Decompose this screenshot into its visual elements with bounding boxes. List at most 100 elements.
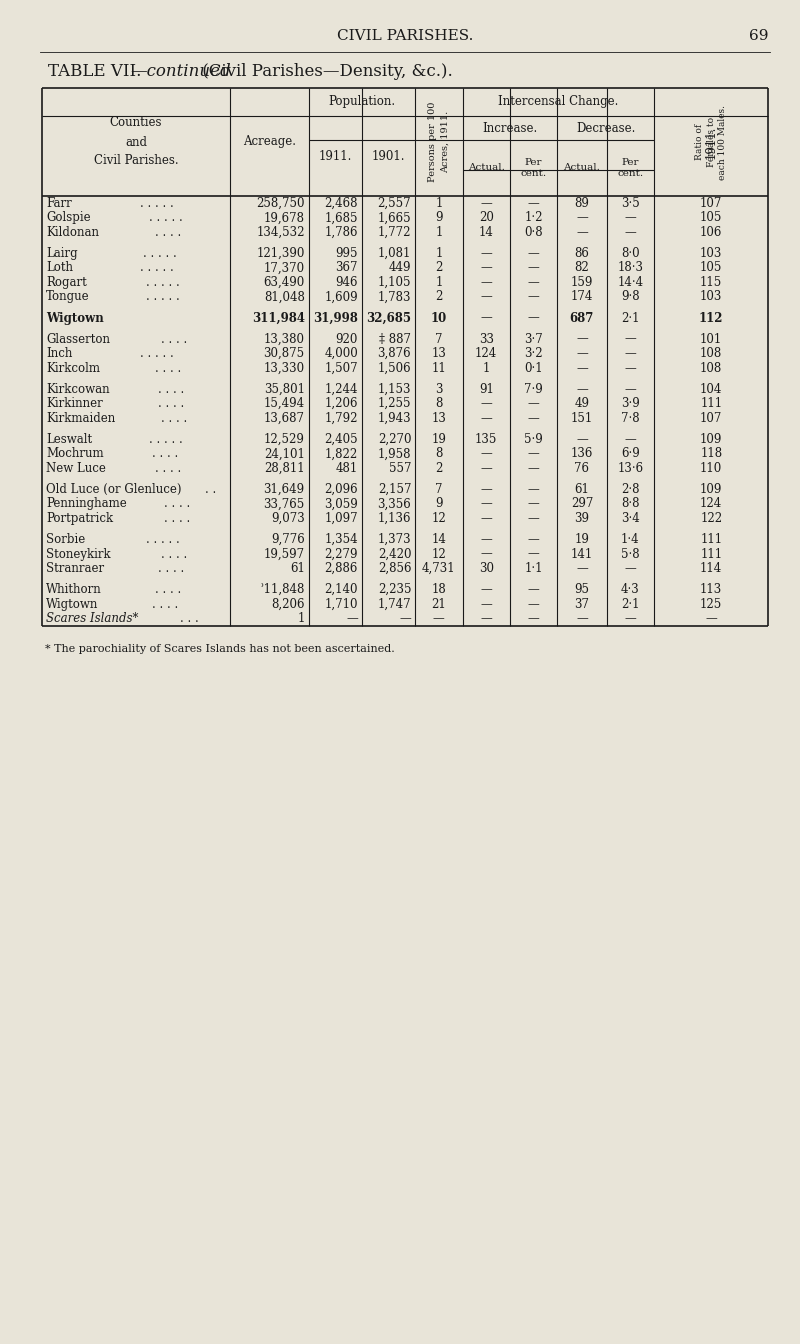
Text: 1,665: 1,665	[378, 211, 411, 224]
Text: 0·8: 0·8	[524, 226, 543, 239]
Text: 21: 21	[431, 598, 446, 610]
Text: —: —	[480, 312, 492, 324]
Text: —: —	[399, 613, 411, 625]
Text: 0·1: 0·1	[524, 362, 543, 375]
Text: —: —	[528, 312, 539, 324]
Text: 3,356: 3,356	[378, 497, 411, 511]
Text: Leswalt: Leswalt	[46, 433, 92, 446]
Text: —: —	[480, 462, 492, 474]
Text: 5·9: 5·9	[524, 433, 543, 446]
Text: —: —	[480, 547, 492, 560]
Text: 13,380: 13,380	[264, 332, 305, 345]
Text: 2,157: 2,157	[378, 482, 411, 496]
Text: 2,886: 2,886	[325, 562, 358, 575]
Text: 8: 8	[435, 448, 442, 461]
Text: 49: 49	[574, 398, 590, 410]
Text: —: —	[706, 613, 717, 625]
Text: —: —	[576, 613, 588, 625]
Text: 1,958: 1,958	[378, 448, 411, 461]
Text: 2,557: 2,557	[378, 196, 411, 210]
Text: —: —	[624, 362, 636, 375]
Text: . . . .: . . . .	[162, 411, 188, 425]
Text: . . . . .: . . . . .	[140, 196, 174, 210]
Text: —: —	[528, 276, 539, 289]
Text: —: —	[528, 583, 539, 597]
Text: 687: 687	[570, 312, 594, 324]
Text: 9: 9	[435, 211, 442, 224]
Text: 557: 557	[389, 462, 411, 474]
Text: 39: 39	[574, 512, 590, 526]
Text: —: —	[480, 247, 492, 259]
Text: Glasserton: Glasserton	[46, 332, 110, 345]
Text: —: —	[480, 398, 492, 410]
Text: —: —	[433, 613, 445, 625]
Text: Penninghame: Penninghame	[46, 497, 127, 511]
Text: Persons per 100
Acres, 1911.: Persons per 100 Acres, 1911.	[429, 102, 450, 183]
Text: —: —	[576, 562, 588, 575]
Text: . . . .: . . . .	[155, 462, 182, 474]
Text: . . . .: . . . .	[162, 547, 188, 560]
Text: 18·3: 18·3	[618, 262, 643, 274]
Text: Loth: Loth	[46, 262, 73, 274]
Text: ‡ 887: ‡ 887	[379, 332, 411, 345]
Text: Inch: Inch	[46, 347, 73, 360]
Text: ʾ11,848: ʾ11,848	[260, 583, 305, 597]
Text: 1: 1	[435, 247, 442, 259]
Text: 20: 20	[478, 211, 494, 224]
Text: 124: 124	[700, 497, 722, 511]
Text: 115: 115	[700, 276, 722, 289]
Text: 1,609: 1,609	[324, 290, 358, 304]
Text: 106: 106	[700, 226, 722, 239]
Text: . .: . .	[205, 482, 216, 496]
Text: 1,943: 1,943	[378, 411, 411, 425]
Text: 105: 105	[700, 211, 722, 224]
Text: 7: 7	[435, 332, 442, 345]
Text: 1,747: 1,747	[378, 598, 411, 610]
Text: 76: 76	[574, 462, 590, 474]
Text: 86: 86	[574, 247, 590, 259]
Text: 2: 2	[435, 262, 442, 274]
Text: 24,101: 24,101	[264, 448, 305, 461]
Text: 174: 174	[570, 290, 593, 304]
Text: Decrease.: Decrease.	[576, 121, 635, 134]
Text: —: —	[480, 598, 492, 610]
Text: —: —	[624, 613, 636, 625]
Text: 141: 141	[570, 547, 593, 560]
Text: —: —	[480, 290, 492, 304]
Text: Stranraer: Stranraer	[46, 562, 104, 575]
Text: 1901.: 1901.	[372, 149, 406, 163]
Text: 61: 61	[290, 562, 305, 575]
Text: 1,783: 1,783	[378, 290, 411, 304]
Text: Lairg: Lairg	[46, 247, 78, 259]
Text: 2,420: 2,420	[378, 547, 411, 560]
Text: 95: 95	[574, 583, 590, 597]
Text: 89: 89	[574, 196, 590, 210]
Text: —: —	[624, 332, 636, 345]
Text: Ratio of
Females to
each 100 Males.: Ratio of Females to each 100 Males.	[695, 105, 727, 180]
Text: —: —	[624, 562, 636, 575]
Text: Farr: Farr	[46, 196, 72, 210]
Text: Actual.: Actual.	[468, 164, 505, 172]
Text: Rogart: Rogart	[46, 276, 87, 289]
Text: 2·1: 2·1	[621, 312, 639, 324]
Text: 91: 91	[478, 383, 494, 395]
Text: Kildonan: Kildonan	[46, 226, 99, 239]
Text: 30: 30	[478, 562, 494, 575]
Text: —: —	[480, 613, 492, 625]
Text: —: —	[480, 262, 492, 274]
Text: 12: 12	[431, 512, 446, 526]
Text: Kirkmaiden: Kirkmaiden	[46, 411, 115, 425]
Text: 81,048: 81,048	[264, 290, 305, 304]
Text: 19: 19	[574, 534, 590, 546]
Text: —: —	[624, 226, 636, 239]
Text: 114: 114	[700, 562, 722, 575]
Text: Acreage.: Acreage.	[242, 136, 296, 148]
Text: 107: 107	[700, 411, 722, 425]
Text: 8·0: 8·0	[621, 247, 639, 259]
Text: . . . . .: . . . . .	[140, 262, 174, 274]
Text: Wigtown: Wigtown	[46, 312, 104, 324]
Text: . . . . .: . . . . .	[149, 433, 182, 446]
Text: 113: 113	[700, 583, 722, 597]
Text: CIVIL PARISHES.: CIVIL PARISHES.	[337, 30, 474, 43]
Text: —: —	[528, 262, 539, 274]
